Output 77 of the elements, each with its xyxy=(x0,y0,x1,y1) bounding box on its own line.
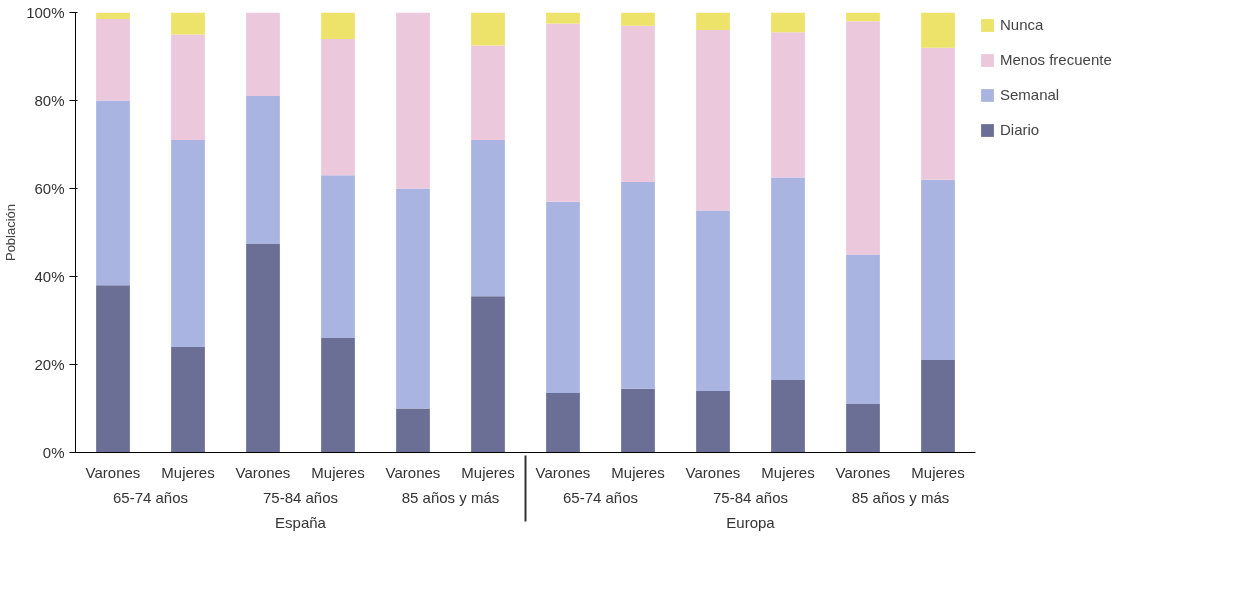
bar xyxy=(246,243,280,453)
bar xyxy=(621,388,655,453)
y-tick-label: 80% xyxy=(34,92,65,109)
bar xyxy=(921,47,955,180)
bar xyxy=(171,346,205,453)
x-tick-label: Mujeres xyxy=(611,463,665,481)
bar xyxy=(171,140,205,347)
bar xyxy=(246,12,280,97)
x-tick-label: Varones xyxy=(685,463,741,481)
bar xyxy=(171,12,205,35)
bar xyxy=(96,285,130,453)
legend-label: Diario xyxy=(1000,121,1040,138)
bar xyxy=(771,379,805,453)
bar xyxy=(621,25,655,182)
y-tick-label: 20% xyxy=(34,356,65,373)
bar xyxy=(846,12,880,22)
bar xyxy=(771,32,805,178)
legend-label: Nunca xyxy=(1000,16,1044,33)
bar xyxy=(471,296,505,453)
x-tick-label: Mujeres xyxy=(911,463,965,481)
x-tick-label: Mujeres xyxy=(761,463,815,481)
x-tick-label: Mujeres xyxy=(161,463,215,481)
x-tick-label: Mujeres xyxy=(311,463,365,481)
bar xyxy=(921,360,955,453)
bar xyxy=(96,100,130,286)
text: 85 años y más xyxy=(401,488,500,506)
bar xyxy=(96,12,130,20)
y-axis-title: Población xyxy=(3,203,19,262)
x-tick-label: Varones xyxy=(535,463,591,481)
bar xyxy=(846,254,880,405)
y-tick-label: 60% xyxy=(34,180,65,197)
text: 85 años y más xyxy=(851,488,950,506)
x-tick-label: Varones xyxy=(235,463,291,481)
bar xyxy=(921,179,955,361)
bar xyxy=(696,30,730,211)
bar xyxy=(471,45,505,141)
bar xyxy=(471,12,505,46)
x-tick-label: Mujeres xyxy=(461,463,515,481)
x-tick-label: Varones xyxy=(85,463,141,481)
bar xyxy=(621,181,655,389)
bar xyxy=(546,393,580,453)
bar xyxy=(246,96,280,244)
legend-label: Menos frecuente xyxy=(1000,51,1112,68)
text: Europa xyxy=(726,513,776,531)
bar xyxy=(696,210,730,391)
legend-label: Semanal xyxy=(1000,86,1060,103)
bar xyxy=(471,140,505,297)
text: 75-84 años xyxy=(712,488,789,506)
bar xyxy=(96,19,130,101)
y-tick-label: 0% xyxy=(42,444,65,461)
text: 65-74 años xyxy=(112,488,189,506)
text: 65-74 años xyxy=(562,488,639,506)
bar xyxy=(321,175,355,339)
text: 75-84 años xyxy=(262,488,339,506)
bar xyxy=(396,12,430,189)
bar xyxy=(321,38,355,176)
bar xyxy=(621,12,655,26)
y-tick-label: 40% xyxy=(34,268,65,285)
bar xyxy=(546,201,580,394)
bar xyxy=(846,404,880,453)
bar xyxy=(321,338,355,453)
bar xyxy=(846,21,880,255)
y-tick-label: 100% xyxy=(26,4,65,21)
bar xyxy=(696,12,730,31)
x-tick-label: Varones xyxy=(835,463,891,481)
bar xyxy=(771,12,805,33)
x-tick-label: Varones xyxy=(385,463,441,481)
bar xyxy=(171,34,205,141)
bar xyxy=(546,12,580,24)
bar xyxy=(771,177,805,380)
bar xyxy=(921,12,955,48)
bar xyxy=(546,23,580,202)
bar xyxy=(321,12,355,39)
text: España xyxy=(275,513,327,531)
bar xyxy=(396,408,430,453)
bar xyxy=(696,390,730,453)
bar xyxy=(396,188,430,409)
